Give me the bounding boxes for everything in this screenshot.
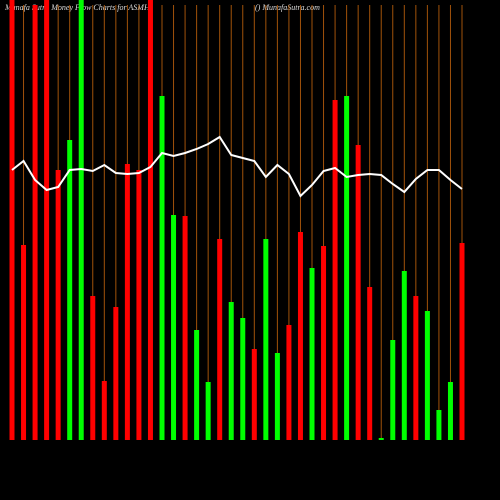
bar: [44, 0, 50, 440]
bar: [436, 410, 442, 440]
bar: [159, 96, 165, 440]
bar: [194, 330, 200, 440]
chart-subtitle: () MunafaSutra.com: [255, 3, 320, 12]
bar: [55, 170, 61, 440]
bar: [355, 145, 361, 440]
bar: [321, 246, 327, 440]
bar: [21, 245, 27, 440]
bar: [205, 382, 211, 440]
bar: [274, 353, 280, 440]
bar: [32, 5, 38, 440]
bar: [147, 0, 153, 440]
bar: [67, 140, 73, 440]
bar: [113, 307, 119, 440]
bar: [78, 0, 84, 440]
bar: [378, 438, 384, 440]
bar: [447, 382, 453, 440]
bar: [124, 164, 130, 440]
bar: [390, 340, 396, 440]
bar: [251, 349, 257, 440]
bar: [344, 96, 350, 440]
bar: [459, 243, 465, 440]
bar: [424, 311, 430, 440]
bar: [297, 232, 303, 440]
bar: [332, 100, 338, 440]
bar: [136, 170, 142, 440]
bar: [171, 215, 177, 440]
bar: [9, 0, 15, 440]
bar: [413, 296, 419, 440]
bar: [263, 239, 269, 440]
bar: [182, 216, 188, 440]
bar: [367, 287, 373, 440]
bar: [240, 318, 246, 440]
bar: [286, 325, 292, 440]
chart-title: Munafa Sutra Money Flow Charts for ASMH: [4, 3, 151, 12]
bar: [101, 381, 107, 440]
bar: [401, 271, 407, 440]
bar: [228, 302, 234, 440]
money-flow-line: [11, 135, 463, 198]
bar: [309, 268, 315, 440]
bar: [217, 239, 223, 440]
bar: [90, 296, 96, 440]
